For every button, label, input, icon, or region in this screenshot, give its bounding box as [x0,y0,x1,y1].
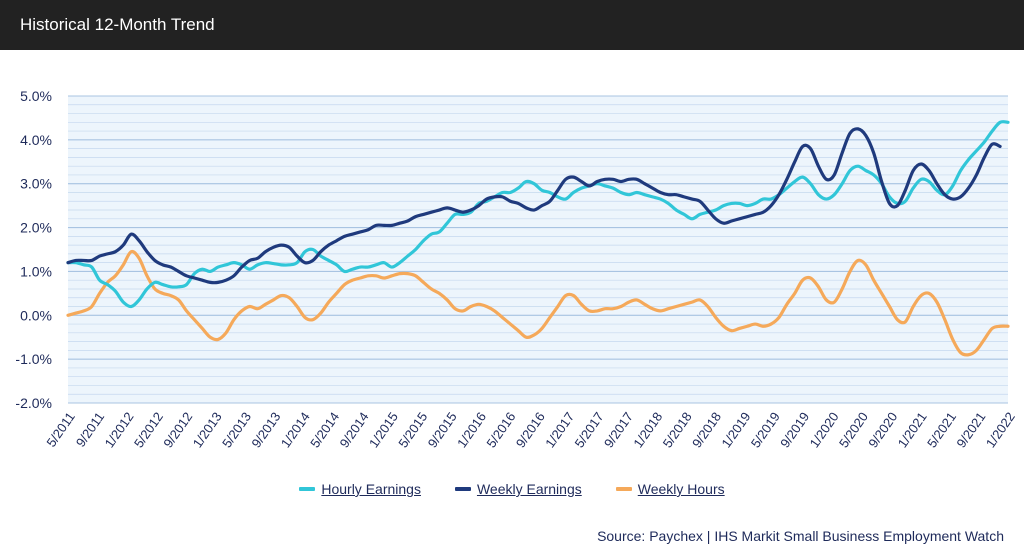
legend-swatch-weekly-hours [615,487,632,491]
x-tick-label: 1/2014 [278,409,313,450]
x-tick-label: 1/2013 [190,409,225,450]
x-tick-label: 5/2017 [572,409,607,450]
plot-background [68,96,1008,403]
x-tick-label: 1/2021 [895,409,930,450]
legend-label: Weekly Hours [637,481,725,497]
series-line-weekly-earnings [66,127,1002,285]
y-axis-ticks: 5.0% 4.0% 3.0% 2.0% 1.0% 0.0% -1.0% -2.0% [15,88,52,411]
legend-swatch-weekly-earnings [454,487,471,491]
y-tick-label: 3.0% [20,176,52,192]
x-tick-label: 1/2022 [983,409,1018,450]
y-tick-label: -2.0% [15,395,52,411]
x-tick-label: 1/2015 [366,409,401,450]
series-lines [66,120,1010,357]
x-tick-label: 1/2012 [102,409,137,450]
x-tick-label: 5/2015 [395,409,430,450]
x-tick-label: 1/2019 [718,409,753,450]
legend-item-hourly-earnings[interactable]: Hourly Earnings [299,481,421,497]
x-tick-label: 9/2015 [425,409,460,450]
y-tick-label: 5.0% [20,88,52,104]
line-chart: 5.0% 4.0% 3.0% 2.0% 1.0% 0.0% -1.0% -2.0% 5/201… [15,88,1018,451]
x-tick-label: 5/2014 [307,409,342,450]
x-tick-label: 5/2016 [483,409,518,450]
x-tick-label: 5/2013 [219,409,254,450]
series-line-hourly-earnings [66,120,1010,309]
y-tick-label: 4.0% [20,132,52,148]
legend-swatch-hourly [299,487,316,491]
x-tick-label: 1/2020 [807,409,842,450]
x-tick-label: 9/2012 [160,409,195,450]
x-tick-label: 1/2017 [542,409,577,450]
y-tick-label: -1.0% [15,351,52,367]
y-tick-label: 0.0% [20,307,52,323]
x-tick-label: 5/2018 [660,409,695,450]
x-tick-label: 9/2021 [953,409,988,450]
legend: Hourly Earnings Weekly Earnings Weekly H… [0,478,1024,500]
x-tick-label: 9/2020 [865,409,900,450]
x-tick-label: 9/2014 [337,409,372,450]
legend-item-weekly-hours[interactable]: Weekly Hours [615,481,725,497]
legend-item-weekly-earnings[interactable]: Weekly Earnings [454,481,582,497]
x-tick-label: 9/2019 [777,409,812,450]
x-tick-label: 9/2018 [689,409,724,450]
x-tick-label: 9/2011 [73,409,108,449]
x-tick-label: 5/2020 [836,409,871,450]
legend-label: Hourly Earnings [321,481,421,497]
x-tick-label: 1/2018 [630,409,665,450]
series-line-weekly-hours [66,249,1010,357]
source-note: Source: Paychex | IHS Markit Small Busin… [597,528,1004,544]
x-tick-label: 5/2019 [748,409,783,450]
x-tick-label: 5/2021 [924,409,959,450]
y-tick-label: 2.0% [20,220,52,236]
x-tick-label: 9/2013 [248,409,283,450]
x-tick-label: 9/2016 [513,409,548,450]
x-tick-label: 1/2016 [454,409,489,450]
x-tick-label: 9/2017 [601,409,636,450]
x-axis-ticks: 5/20119/20111/20125/20129/20121/20135/20… [43,409,1018,450]
x-tick-label: 5/2011 [43,409,78,449]
legend-label: Weekly Earnings [476,481,582,497]
header-bar: Historical 12-Month Trend [0,0,1024,50]
x-tick-label: 5/2012 [131,409,166,450]
page-title: Historical 12-Month Trend [20,15,215,34]
y-tick-label: 1.0% [20,263,52,279]
